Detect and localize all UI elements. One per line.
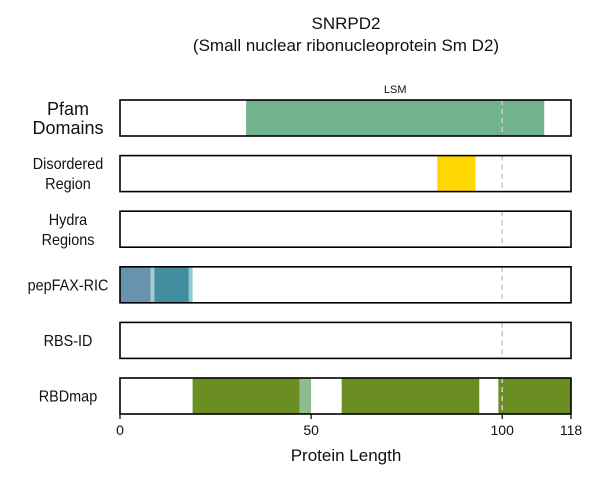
track-frame-1 xyxy=(119,154,572,193)
track-label-line: Regions xyxy=(42,231,95,249)
domain-label: LSM xyxy=(384,84,407,96)
track-2: Hydra Regions xyxy=(42,210,572,249)
track-frame-5 xyxy=(119,377,572,415)
track-group: LSM Pfam Domains Disordered Region Hydra Regio… xyxy=(28,84,572,415)
track-label-4: RBS-ID xyxy=(44,332,93,350)
track-frame-2 xyxy=(119,210,572,248)
track-label-line: Disordered xyxy=(33,156,103,174)
track-3-segment-1 xyxy=(150,266,155,303)
x-tick-label-3: 118 xyxy=(560,422,583,438)
track-3: pepFAX-RIC xyxy=(28,265,572,304)
track-5-segment-0 xyxy=(192,378,300,414)
track-label-3: pepFAX-RIC xyxy=(28,277,109,295)
x-tick-label-0: 0 xyxy=(116,422,124,438)
track-4: RBS-ID xyxy=(44,321,572,360)
x-tick-label-2: 100 xyxy=(491,422,515,438)
track-0: LSM Pfam Domains xyxy=(32,84,572,138)
track-5-segment-2 xyxy=(341,378,480,414)
track-label-line: Region xyxy=(45,176,91,194)
track-1-segment-0 xyxy=(437,155,476,192)
track-5-segment-3 xyxy=(498,378,571,414)
track-label-line: pepFAX-RIC xyxy=(28,277,109,295)
track-5: RBDmap xyxy=(39,377,572,415)
chart-subtitle: (Small nuclear ribonucleoprotein Sm D2) xyxy=(193,36,499,55)
x-tick-label-1: 50 xyxy=(303,422,319,438)
x-axis-label: Protein Length xyxy=(291,446,402,465)
track-label-line: RBDmap xyxy=(39,388,97,406)
track-frame-0 xyxy=(119,99,572,137)
x-axis: 0 50 100 118 xyxy=(116,414,582,438)
track-frame-4 xyxy=(119,321,572,360)
track-label-line: Pfam xyxy=(47,99,89,119)
track-1: Disordered Region xyxy=(33,154,572,194)
track-label-2: Hydra Regions xyxy=(42,211,95,249)
track-label-line: Domains xyxy=(32,118,103,138)
track-label-line: RBS-ID xyxy=(44,332,93,350)
track-3-segment-0 xyxy=(120,266,151,303)
track-3-segment-3 xyxy=(188,266,193,303)
track-0-segment-0 xyxy=(246,100,545,136)
track-frame-3 xyxy=(119,265,572,304)
track-label-5: RBDmap xyxy=(39,388,97,406)
track-label-1: Disordered Region xyxy=(33,156,103,194)
track-5-segment-1 xyxy=(299,378,312,414)
track-label-line: Hydra xyxy=(49,211,88,229)
chart-title: SNRPD2 xyxy=(312,14,381,33)
track-3-segment-2 xyxy=(154,266,189,303)
track-label-0: Pfam Domains xyxy=(32,99,103,138)
